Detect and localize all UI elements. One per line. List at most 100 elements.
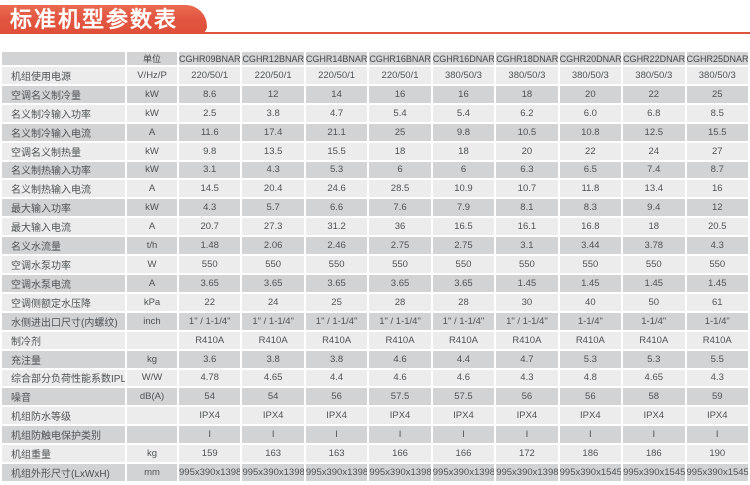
model-header: CGHR16BNAR	[369, 52, 431, 65]
value-cell: 3.1	[496, 237, 558, 255]
value-cell: 18	[496, 85, 558, 103]
value-cell: 17.4	[242, 123, 304, 141]
value-cell: 3.65	[432, 274, 495, 292]
unit-cell: kW	[127, 85, 177, 103]
value-cell: 3.8	[242, 350, 304, 368]
value-cell: 12	[686, 199, 748, 217]
value-cell: 24	[623, 142, 685, 160]
value-cell: I	[496, 426, 558, 444]
value-cell: 159	[179, 445, 241, 463]
table-row: 空调水泵功率 W 550 550 550 550 550 550 550 550 550	[2, 256, 748, 273]
value-cell: 57.5	[432, 388, 495, 406]
value-cell: 1.45	[559, 274, 622, 292]
value-cell: 4.8	[559, 369, 622, 387]
value-cell: 550	[623, 256, 685, 273]
value-cell: 186	[623, 445, 685, 463]
row-label: 空调名义制热量	[2, 142, 125, 160]
value-cell: R410A	[369, 331, 431, 349]
value-cell: 2.75	[369, 237, 431, 255]
unit-cell: dB(A)	[127, 388, 177, 406]
value-cell: 186	[559, 445, 622, 463]
value-cell: 2.46	[305, 237, 368, 255]
value-cell: 1" / 1-1/4"	[432, 312, 495, 330]
header-unit-cell: 单位	[127, 52, 177, 65]
value-cell: 4.65	[623, 369, 685, 387]
unit-cell: A	[127, 180, 177, 198]
value-cell: 7.9	[432, 199, 495, 217]
value-cell: 54	[242, 388, 304, 406]
table-row: 空调名义制冷量 kW 8.6 12 14 16 16 18 20 22 25	[2, 85, 748, 103]
value-cell: 1" / 1-1/4"	[179, 312, 241, 330]
row-label: 名义制热输入电流	[2, 180, 125, 198]
value-cell: 1-1/4"	[623, 312, 685, 330]
value-cell: 11.6	[179, 123, 241, 141]
unit-cell: kW	[127, 142, 177, 160]
value-cell: 172	[496, 445, 558, 463]
value-cell: 550	[179, 256, 241, 273]
value-cell: 20.5	[686, 218, 748, 236]
value-cell: 4.65	[242, 369, 304, 387]
value-cell: 18	[369, 142, 431, 160]
row-label: 机组使用电源	[2, 67, 125, 84]
value-cell: 550	[432, 256, 495, 273]
value-cell: 4.7	[305, 104, 368, 122]
value-cell: 61	[686, 293, 748, 311]
value-cell: 5.4	[369, 104, 431, 122]
table-row: 最大输入电流 A 20.7 27.3 31.2 36 16.5 16.1 16.8 18 20.5	[2, 218, 748, 236]
value-cell: 6.6	[305, 199, 368, 217]
value-cell: 8.1	[496, 199, 558, 217]
unit-cell: W/W	[127, 369, 177, 387]
value-cell: 31.2	[305, 218, 368, 236]
value-cell: 2.06	[242, 237, 304, 255]
table-row: 充注量 kg 3.6 3.8 3.8 4.6 4.4 4.7 5.3 5.3 5.5	[2, 350, 748, 368]
value-cell: I	[432, 426, 495, 444]
value-cell: 166	[432, 445, 495, 463]
unit-cell: A	[127, 218, 177, 236]
value-cell: 56	[305, 388, 368, 406]
table-row: 机组防触电保护类别 I I I I I I I I I	[2, 426, 748, 444]
table-row: 最大输入功率 kW 4.3 5.7 6.6 7.6 7.9 8.1 8.3 9.4 12	[2, 199, 748, 217]
value-cell: 1" / 1-1/4"	[369, 312, 431, 330]
value-cell: I	[305, 426, 368, 444]
table-row: 空调水泵电流 A 3.65 3.65 3.65 3.65 3.65 1.45 1.45 1.45 1…	[2, 274, 748, 292]
value-cell: 4.6	[369, 369, 431, 387]
value-cell: 6	[432, 161, 495, 179]
value-cell: 8.5	[686, 104, 748, 122]
row-label: 机组重量	[2, 445, 125, 463]
value-cell: I	[179, 426, 241, 444]
row-label: 机组防水等级	[2, 407, 125, 425]
model-header: CGHR14BNAR	[305, 52, 368, 65]
value-cell: 190	[686, 445, 748, 463]
value-cell: 220/50/1	[305, 67, 368, 84]
row-label: 制冷剂	[2, 331, 125, 349]
table-row: 名义制冷输入功率 kW 2.5 3.8 4.7 5.4 5.4 6.2 6.0 6.8 8.5	[2, 104, 748, 122]
value-cell: 995x390x1398	[242, 464, 304, 481]
value-cell: 6.5	[559, 161, 622, 179]
value-cell: 380/50/3	[623, 67, 685, 84]
value-cell: 6.3	[496, 161, 558, 179]
value-cell: 3.65	[242, 274, 304, 292]
value-cell: 3.65	[179, 274, 241, 292]
value-cell: 5.5	[686, 350, 748, 368]
unit-cell: A	[127, 123, 177, 141]
model-header: CGHR20DNAR	[559, 52, 622, 65]
unit-cell: mm	[127, 464, 177, 481]
table-row: 水侧进出口尺寸(内螺纹) inch 1" / 1-1/4" 1" / 1-1/4" 1"…	[2, 312, 748, 330]
value-cell: R410A	[305, 331, 368, 349]
value-cell: 16.5	[432, 218, 495, 236]
unit-cell: inch	[127, 312, 177, 330]
row-label: 最大输入功率	[2, 199, 125, 217]
header-label-cell	[2, 52, 125, 65]
value-cell: 4.3	[179, 199, 241, 217]
value-cell: 163	[242, 445, 304, 463]
value-cell: 6	[369, 161, 431, 179]
value-cell: 4.4	[432, 350, 495, 368]
value-cell: 13.4	[623, 180, 685, 198]
value-cell: 380/50/3	[559, 67, 622, 84]
value-cell: 9.4	[623, 199, 685, 217]
value-cell: 8.3	[559, 199, 622, 217]
row-label: 空调侧额定水压降	[2, 293, 125, 311]
unit-cell: kW	[127, 199, 177, 217]
value-cell: 3.8	[242, 104, 304, 122]
value-cell: 5.3	[559, 350, 622, 368]
